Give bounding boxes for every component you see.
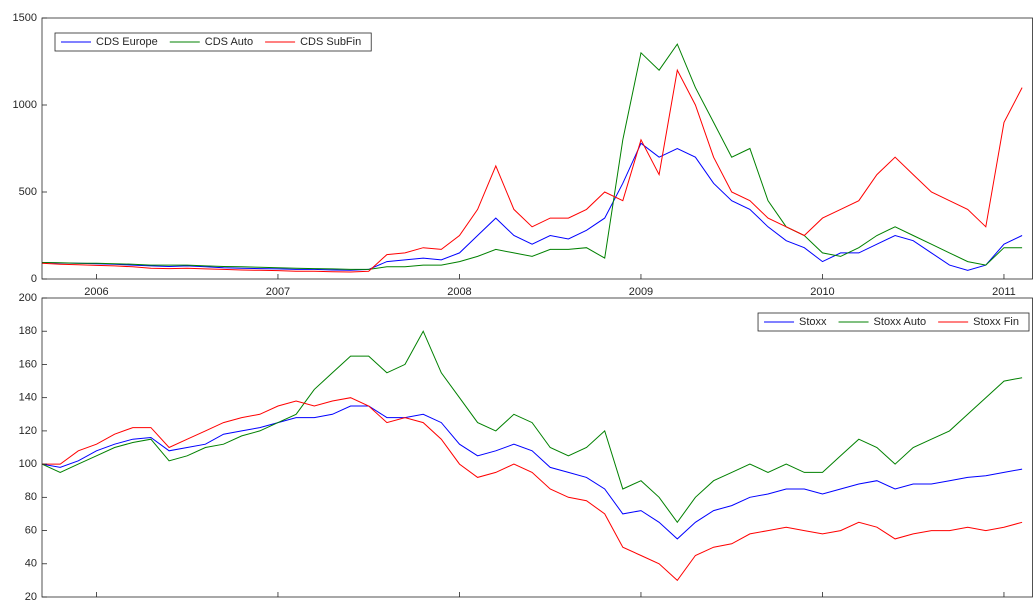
series-line [42, 43, 1023, 270]
legend: CDS Europe CDS Auto CDS SubFin [54, 32, 372, 52]
y-tick-label: 20 [25, 591, 37, 603]
x-tick-label: 2008 [447, 286, 471, 298]
legend-box [757, 312, 1030, 332]
series-line [42, 405, 1023, 540]
y-tick-label: 1500 [13, 12, 37, 24]
y-tick-label: 0 [31, 273, 37, 285]
y-tick-label: 100 [19, 458, 37, 470]
y-tick-label: 500 [19, 186, 37, 198]
y-tick-label: 60 [25, 524, 37, 536]
x-tick-label: 2009 [629, 286, 653, 298]
axes-frame [41, 17, 1033, 280]
legend-box [54, 32, 372, 52]
plot-panel: 0 500 1000 1500 2006 2007 2008 2009 2010 2011 CDS … [13, 12, 1033, 298]
series-line [42, 330, 1023, 524]
series-line [42, 68, 1023, 273]
legend-label: Stoxx Fin [973, 316, 1019, 328]
series-line [42, 142, 1023, 271]
legend-label: CDS Auto [205, 36, 253, 48]
y-tick-label: 160 [19, 358, 37, 370]
x-tick-label: 2007 [266, 286, 290, 298]
series-line [42, 397, 1023, 582]
legend-label: Stoxx [799, 316, 827, 328]
series-group [42, 43, 1023, 273]
y-tick-label: 180 [19, 325, 37, 337]
y-tick-label: 120 [19, 425, 37, 437]
plot-panel: 2040608010012014016018020020062007200820… [19, 292, 1033, 603]
x-tick-label: 2006 [84, 286, 108, 298]
legend-label: CDS SubFin [300, 36, 361, 48]
y-tick-label: 80 [25, 491, 37, 503]
x-tick-label: 2010 [810, 286, 834, 298]
axes-frame [41, 297, 1033, 598]
series-group [42, 330, 1023, 582]
legend-label: Stoxx Auto [874, 316, 927, 328]
y-tick-label: 200 [19, 292, 37, 304]
x-tick-label: 2011 [992, 286, 1016, 298]
y-tick-label: 40 [25, 558, 37, 570]
legend-label: CDS Europe [96, 36, 158, 48]
legend: Stoxx Stoxx Auto Stoxx Fin [757, 312, 1030, 332]
y-tick-label: 140 [19, 392, 37, 404]
y-tick-label: 1000 [13, 99, 37, 111]
